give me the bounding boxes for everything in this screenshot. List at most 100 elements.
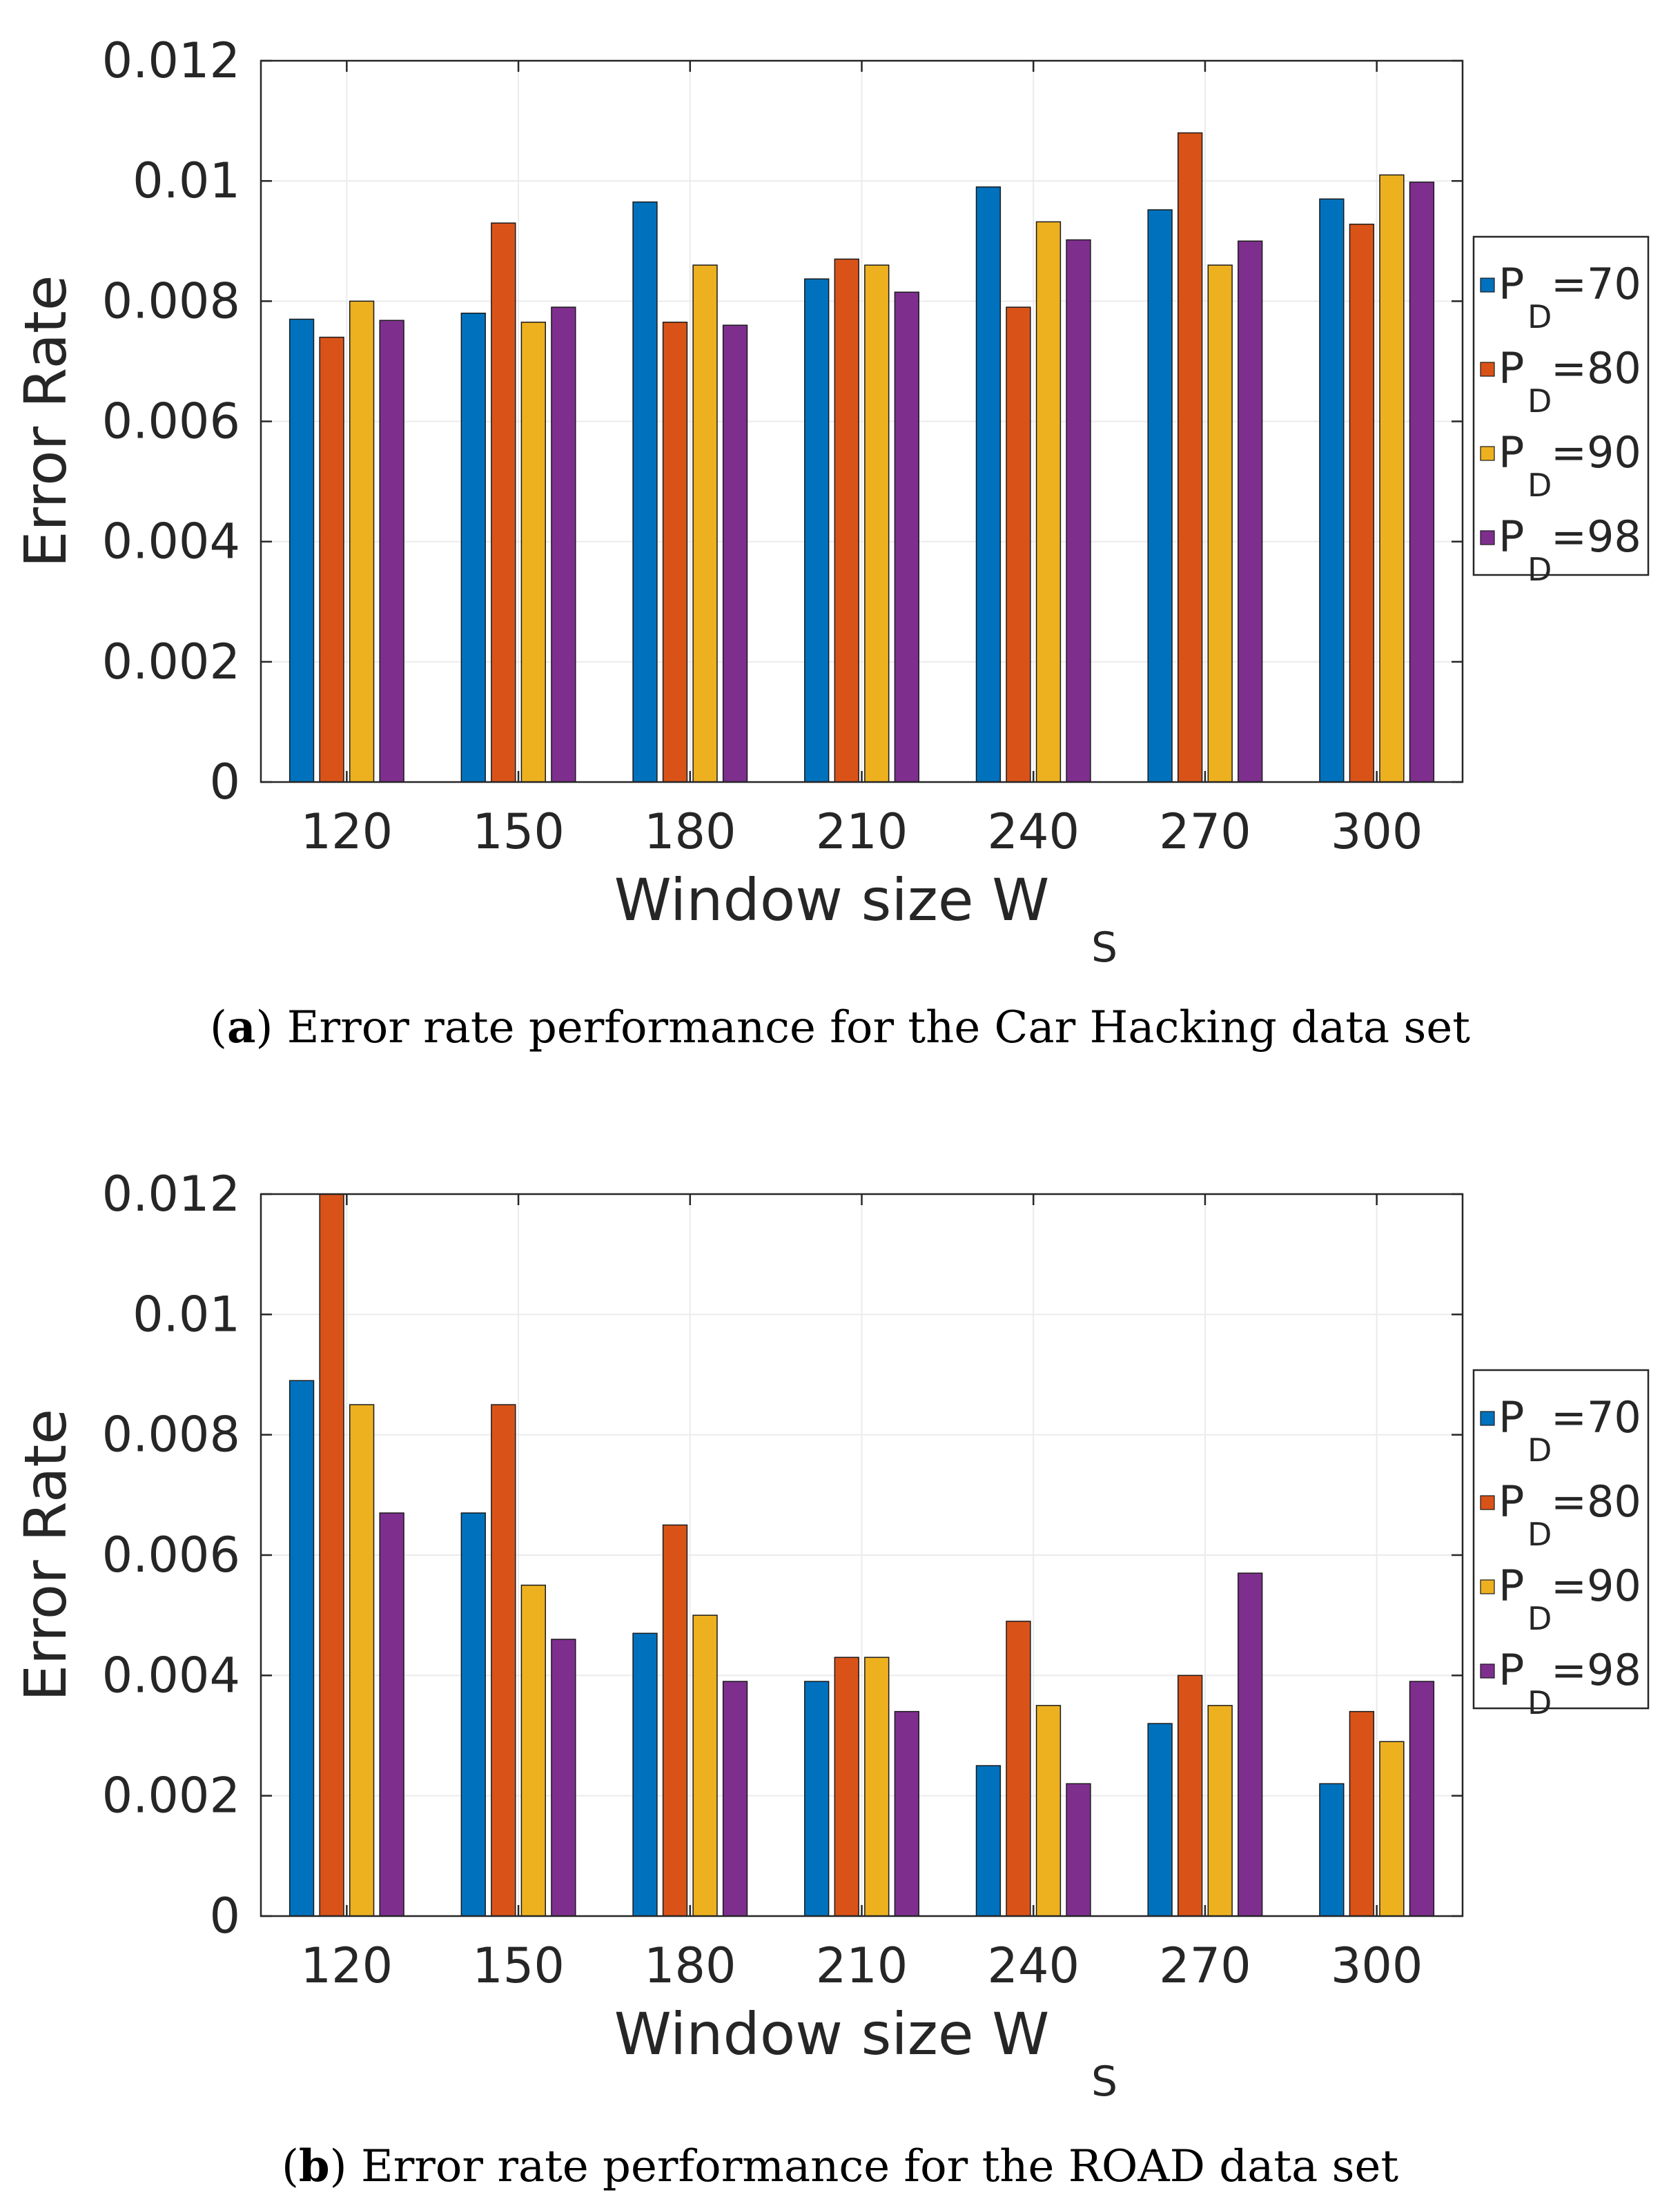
legend-label-main: P (1498, 1392, 1524, 1443)
x-tick-label: 270 (1159, 1937, 1251, 1994)
x-tick-label: 150 (472, 803, 565, 860)
x-tick-label: 270 (1159, 803, 1251, 860)
bar-P_D=80-120 (319, 336, 344, 783)
bar-P_D=70-150 (460, 313, 486, 783)
caption-letter: b (299, 2140, 330, 2192)
bar-P_D=70-240 (975, 1765, 1002, 1917)
bar-P_D=70-120 (289, 1380, 315, 1917)
x-tick-label: 240 (987, 803, 1080, 860)
chart-panel-b: 0 0.002 0.004 0.006 0.008 0.01 0.012 120 150 180 2… (12, 1166, 1650, 2192)
bar-P_D=90-120 (349, 300, 375, 783)
series-P_D=98 (379, 182, 1435, 783)
legend-item-P_D=90: PD=90 (1480, 427, 1641, 504)
bar-P_D=80-150 (491, 222, 516, 783)
legend-label-subscript: D (1527, 551, 1552, 588)
legend-swatch (1480, 1579, 1495, 1594)
legend-swatch (1480, 362, 1495, 377)
bar-P_D=90-270 (1207, 1705, 1233, 1917)
bar-P_D=98-150 (551, 1639, 576, 1917)
bar-P_D=98-240 (1066, 1783, 1091, 1917)
caption-close: ) (255, 1002, 273, 1053)
bar-P_D=90-240 (1035, 221, 1062, 783)
legend-label-rest: =80 (1551, 1476, 1641, 1527)
legend-swatch (1480, 530, 1495, 545)
y-tick-label: 0.006 (102, 1527, 240, 1583)
y-tick-label: 0 (209, 1888, 240, 1944)
x-tick-label: 120 (301, 803, 393, 860)
legend-label-rest: =98 (1551, 1645, 1641, 1695)
bar-P_D=70-210 (804, 278, 830, 783)
legend-label-rest: =98 (1551, 511, 1641, 562)
x-axis-label-subscript: S (1091, 2058, 1117, 2106)
legend-label-subscript: D (1527, 1600, 1552, 1637)
x-axis-label: Window size W (614, 2000, 1050, 2068)
bar-P_D=80-210 (834, 1657, 859, 1917)
y-tick-label: 0.008 (102, 273, 240, 329)
legend-label-main: P (1498, 1476, 1524, 1527)
legend-label-subscript: D (1527, 298, 1552, 335)
y-tick-label: 0.012 (102, 32, 240, 89)
bar-P_D=98-120 (379, 320, 404, 783)
caption-close: ) (330, 2141, 347, 2192)
bar-P_D=80-180 (662, 322, 688, 783)
bar-P_D=98-270 (1238, 1572, 1263, 1917)
series-P_D=90 (349, 1404, 1405, 1917)
bar-P_D=90-120 (349, 1404, 375, 1917)
bar-P_D=80-240 (1006, 306, 1031, 783)
legend-swatch (1480, 1663, 1495, 1679)
legend-label-main: P (1498, 511, 1524, 562)
bar-P_D=80-270 (1178, 132, 1203, 783)
legend-item-P_D=90: PD=90 (1480, 1561, 1641, 1637)
bar-P_D=80-210 (834, 258, 859, 783)
legend-label-main: P (1498, 1645, 1524, 1695)
bar-P_D=90-210 (864, 1657, 890, 1917)
caption-text: Error rate performance for the ROAD data… (347, 2141, 1399, 2192)
bar-P_D=80-270 (1178, 1674, 1203, 1917)
bar-P_D=80-150 (491, 1404, 516, 1917)
bar-P_D=70-300 (1319, 198, 1345, 783)
x-tick-label: 300 (1331, 803, 1423, 860)
bar-P_D=90-180 (692, 264, 718, 783)
x-tick-label: 180 (644, 803, 736, 860)
legend-swatch (1480, 1495, 1495, 1510)
bar-P_D=80-300 (1349, 1710, 1375, 1917)
bar-P_D=98-270 (1238, 240, 1263, 783)
caption-letter: a (227, 1002, 255, 1053)
legend-item-P_D=70: PD=70 (1480, 1392, 1641, 1469)
bar-P_D=70-270 (1147, 1723, 1173, 1917)
y-axis-label: Error Rate (12, 1409, 79, 1701)
x-tick-label: 120 (301, 1937, 393, 1994)
bar-P_D=70-240 (975, 186, 1002, 783)
bar-P_D=98-300 (1409, 182, 1435, 783)
legend-label-subscript: D (1527, 382, 1552, 420)
bar-P_D=70-120 (289, 318, 315, 783)
y-tick-label: 0.004 (102, 514, 240, 570)
series-P_D=70 (289, 1380, 1345, 1917)
legend-swatch (1480, 446, 1495, 461)
bar-P_D=98-150 (551, 306, 576, 783)
legend-label-main: P (1498, 427, 1524, 478)
y-tick-label: 0.002 (102, 1768, 240, 1824)
bar-P_D=90-150 (520, 1584, 546, 1917)
chart-panel-a: 0 0.002 0.004 0.006 0.008 0.01 0.012 120 150 180 2… (12, 32, 1650, 1053)
legend-label-rest: =90 (1551, 427, 1641, 478)
bar-P_D=70-180 (632, 201, 658, 783)
legend-box (1472, 235, 1650, 576)
bar-P_D=90-300 (1379, 174, 1405, 783)
legend-swatch (1480, 277, 1495, 293)
y-tick-label: 0.012 (102, 1166, 240, 1222)
series-P_D=98 (379, 1512, 1435, 1917)
bar-P_D=90-150 (520, 322, 546, 783)
y-tick-label: 0.01 (133, 153, 240, 209)
x-axis-label: Window size W (614, 866, 1050, 934)
caption-open: ( (210, 1002, 227, 1053)
y-tick-label: 0.002 (102, 634, 240, 690)
x-tick-label: 180 (644, 1937, 736, 1994)
legend-box (1472, 1369, 1650, 1710)
legend-label-subscript: D (1527, 1516, 1552, 1553)
y-tick-label: 0 (209, 754, 240, 810)
bar-P_D=80-120 (319, 1193, 344, 1917)
